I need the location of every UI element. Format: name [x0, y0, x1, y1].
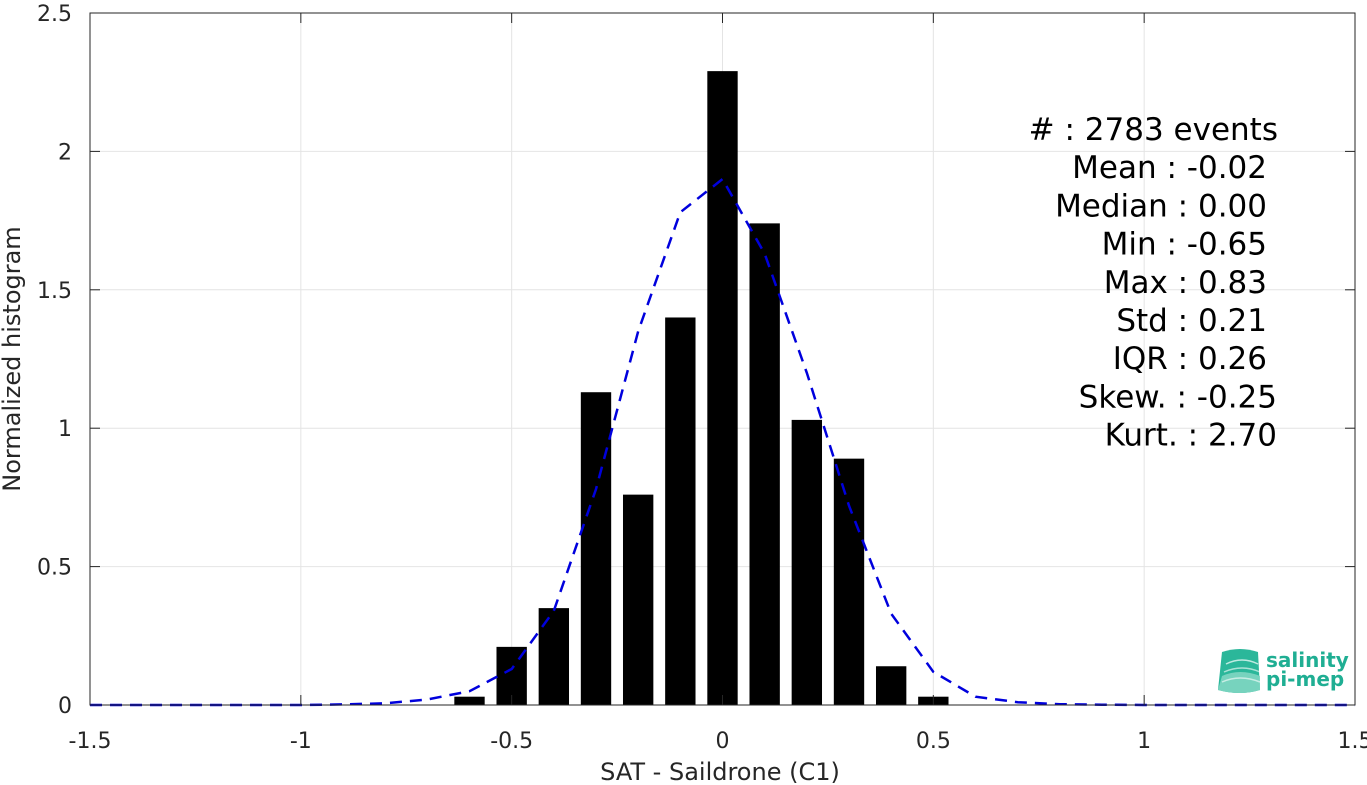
stat-line: IQR : 0.26: [1113, 341, 1267, 377]
stat-line: Kurt. : 2.70: [1105, 418, 1277, 454]
stat-line: Median : 0.00: [1055, 188, 1267, 224]
histogram-bar: [875, 666, 907, 705]
stat-line: # : 2783 events: [1029, 112, 1278, 148]
histogram-bar: [791, 419, 823, 705]
x-tick-label: -1: [290, 729, 312, 754]
x-tick-label: 0.5: [916, 729, 951, 754]
stat-line: Min : -0.65: [1102, 227, 1267, 263]
histogram-bar: [580, 392, 612, 705]
logo-text-pi-mep: pi-mep: [1266, 667, 1344, 691]
stat-line: Mean : -0.02: [1072, 150, 1267, 186]
x-tick-label: -1.5: [69, 729, 112, 754]
wave-icon: [1218, 649, 1261, 693]
logo-text-salinity: salinity: [1266, 648, 1349, 672]
x-tick-labels: -1.5 -1 -0.5 0 0.5 1 1.5: [69, 729, 1367, 754]
y-tick-label: 0.5: [37, 556, 72, 581]
histogram-bar: [749, 223, 780, 706]
x-tick-label: 1.5: [1338, 729, 1367, 754]
x-axis-label: SAT - Saildrone (C1): [600, 758, 840, 785]
y-axis-label: Normalized histogram: [0, 226, 26, 491]
histogram-bar: [707, 71, 738, 706]
y-tick-label: 2: [58, 140, 72, 165]
y-tick-label: 1: [58, 417, 72, 442]
y-tick-label: 1.5: [37, 279, 72, 304]
histogram-bar: [538, 608, 570, 705]
x-tick-label: 1: [1137, 729, 1151, 754]
y-tick-label: 2.5: [37, 2, 72, 27]
stat-line: Std : 0.21: [1116, 303, 1267, 339]
histogram-bar: [454, 696, 485, 705]
stat-line: Max : 0.83: [1104, 265, 1267, 301]
histogram-bar: [833, 458, 865, 705]
histogram-bar: [665, 317, 696, 705]
y-tick-labels: 0 0.5 1 1.5 2 2.5: [37, 2, 72, 719]
salinity-pi-mep-logo: salinity pi-mep: [1218, 648, 1349, 693]
stat-line: Skew. : -0.25: [1079, 379, 1277, 415]
axis-ticks: [89, 12, 1356, 706]
histogram-bar: [622, 494, 654, 705]
histogram-bars: [454, 71, 949, 706]
y-tick-label: 0: [58, 694, 72, 719]
x-tick-label: -0.5: [490, 729, 533, 754]
x-tick-label: 0: [716, 729, 730, 754]
